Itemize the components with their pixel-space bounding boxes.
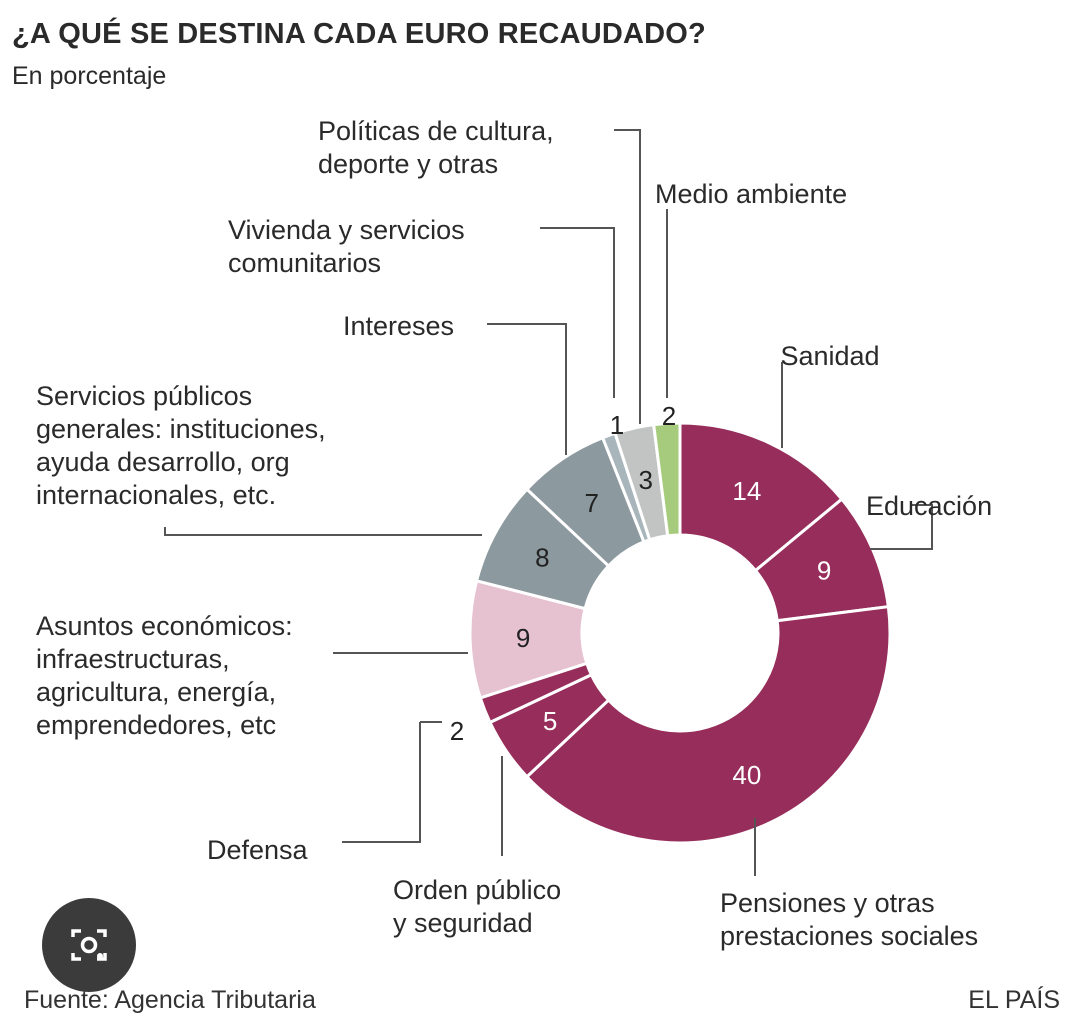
- leader-cultura: [614, 129, 641, 424]
- publisher-brand: EL PAÍS: [968, 986, 1060, 1014]
- category-label-cultura: Políticas de cultura, deporte y otras: [318, 116, 554, 179]
- value-label-intereses: 7: [585, 488, 599, 518]
- leader-intereses: [487, 323, 567, 455]
- slice-sanidad: [678, 421, 844, 573]
- leader-educacion: [870, 504, 933, 550]
- camera-search-icon: [71, 929, 107, 961]
- value-labels: 14 9 40 5 2 9 8 7 13 2: [450, 401, 832, 790]
- value-label-pensiones: 40: [732, 760, 761, 790]
- category-labels: Sanidad Educación Pensiones y otras prestac…: [36, 116, 992, 951]
- value-label-orden: 5: [543, 706, 557, 736]
- value-label-vivienda: 1: [610, 410, 624, 440]
- category-label-intereses: Intereses: [343, 311, 454, 341]
- value-label-educacion: 9: [817, 556, 831, 586]
- chart-title: ¿A QUÉ SE DESTINA CADA EURO RECAUDADO?: [12, 18, 706, 50]
- category-label-sanidad: Sanidad: [780, 341, 879, 371]
- value-label-medio: 2: [662, 401, 676, 431]
- slice-pensiones: [524, 605, 892, 845]
- leader-lines: [164, 129, 933, 876]
- value-label-generales: 8: [535, 542, 549, 572]
- category-label-defensa: Defensa: [207, 835, 309, 865]
- category-label-educacion: Educación: [866, 491, 992, 521]
- value-label-defensa: 2: [450, 716, 464, 746]
- value-label-cultura: 3: [639, 465, 653, 495]
- category-label-vivienda: Vivienda y servicios comunitarios: [228, 215, 465, 278]
- source-note: Fuente: Agencia Tributaria: [24, 986, 316, 1014]
- category-label-generales: Servicios públicos generales: institucion…: [36, 381, 326, 510]
- leader-defensa: [342, 722, 421, 843]
- value-label-sanidad: 14: [732, 476, 761, 506]
- category-label-pensiones: Pensiones y otras prestaciones sociales: [720, 888, 978, 951]
- category-label-medio: Medio ambiente: [655, 179, 847, 209]
- chart-subtitle: En porcentaje: [12, 62, 167, 90]
- leader-vivienda: [540, 227, 615, 398]
- category-label-orden: Orden público y seguridad: [393, 875, 561, 938]
- donut-slices: [468, 421, 892, 845]
- category-label-economicos: Asuntos económicos: infraestructuras, agri…: [36, 611, 293, 740]
- value-label-economicos: 9: [516, 623, 530, 653]
- leader-generales: [164, 527, 482, 536]
- slice-medio: [652, 421, 682, 538]
- camera-search-button[interactable]: [42, 898, 136, 992]
